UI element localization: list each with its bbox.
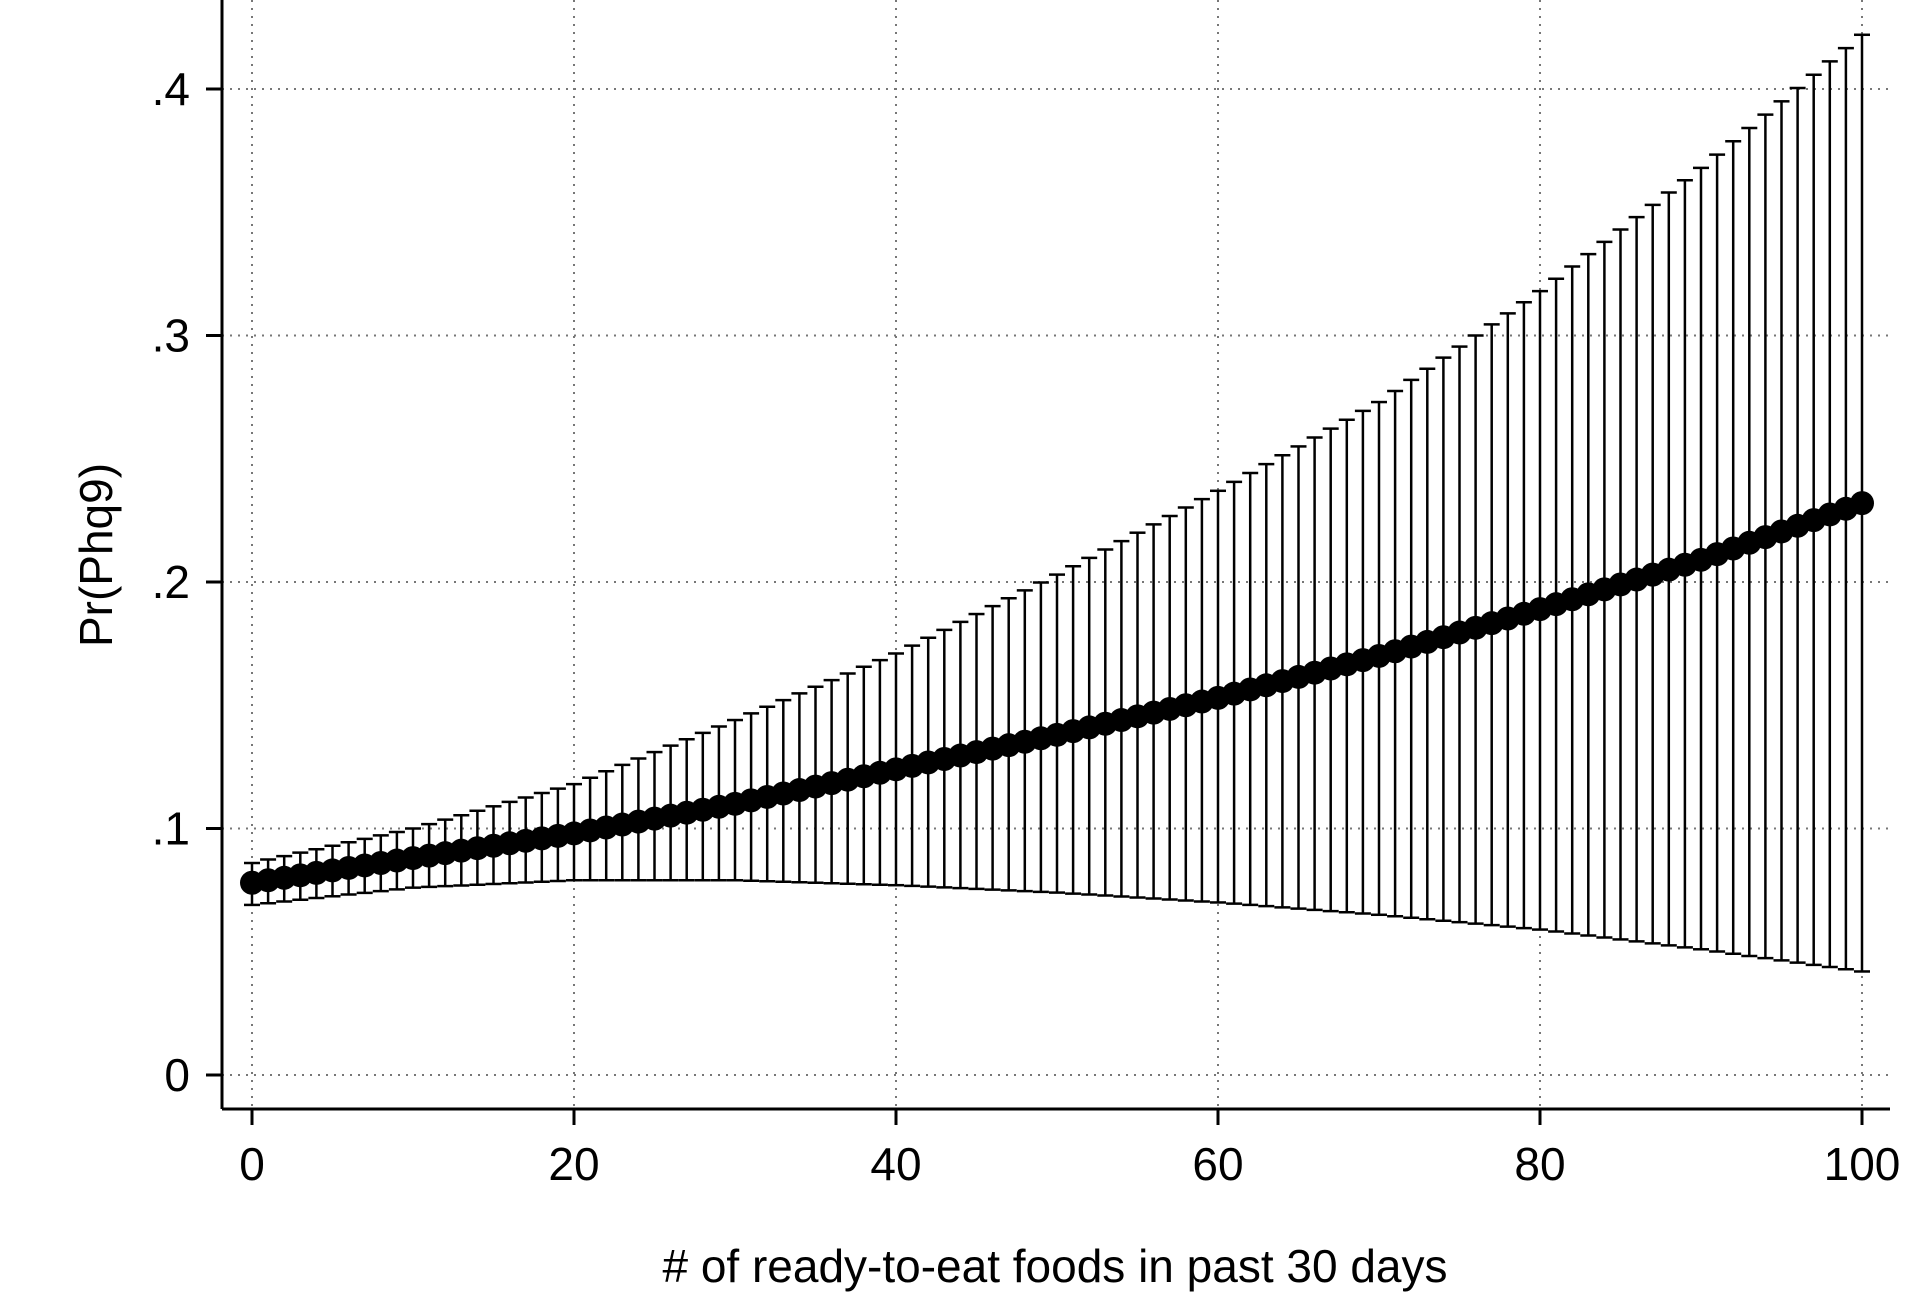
y-tick-label: .4 xyxy=(152,63,190,115)
ticks: 0 20 40 60 80 100 0 .1 .2 .3 .4 xyxy=(152,63,1901,1190)
x-tick-label: 40 xyxy=(870,1138,921,1190)
x-tick-label: 60 xyxy=(1192,1138,1243,1190)
y-axis-title: Pr(Phq9) xyxy=(70,463,122,647)
x-tick-label: 80 xyxy=(1514,1138,1565,1190)
x-tick-label: 20 xyxy=(548,1138,599,1190)
x-tick-label: 100 xyxy=(1824,1138,1901,1190)
x-axis-title: # of ready-to-eat foods in past 30 days xyxy=(662,1240,1447,1292)
y-tick-label: .2 xyxy=(152,556,190,608)
estimate-point xyxy=(1850,491,1874,516)
y-tick-label: .3 xyxy=(152,310,190,362)
axes xyxy=(220,0,1890,1111)
estimate-points xyxy=(240,491,1874,895)
x-tick-label: 0 xyxy=(239,1138,265,1190)
y-tick-label: 0 xyxy=(164,1049,190,1101)
y-tick-label: .1 xyxy=(152,803,190,855)
